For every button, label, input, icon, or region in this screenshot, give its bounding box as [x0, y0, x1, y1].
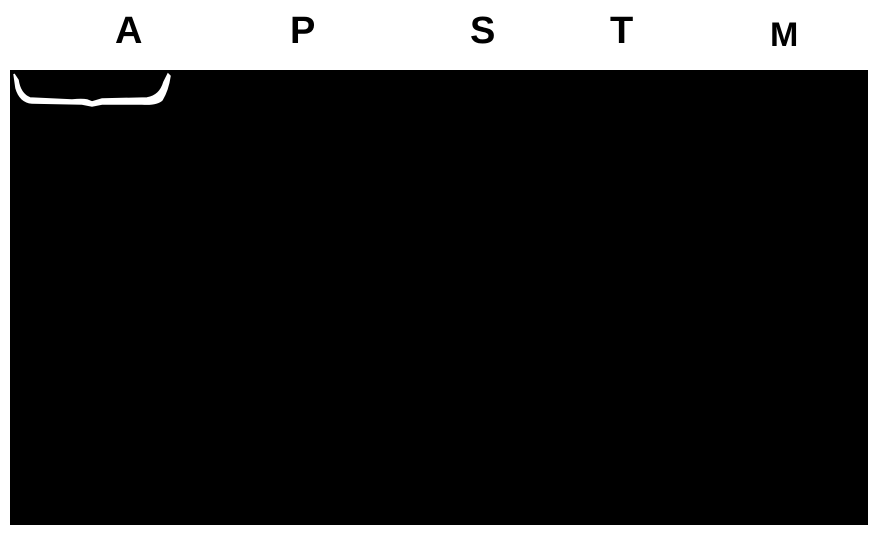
gel-image: [10, 70, 868, 525]
lane-label-p: P: [290, 10, 315, 53]
lane-label-s: S: [470, 10, 495, 53]
lane-label-t: T: [610, 10, 633, 53]
lane-label-m: M: [770, 16, 798, 55]
lane-label-a: A: [115, 10, 142, 53]
gel-band-lane-p: [12, 72, 172, 107]
lane-labels-row: A P S T M: [0, 0, 878, 70]
